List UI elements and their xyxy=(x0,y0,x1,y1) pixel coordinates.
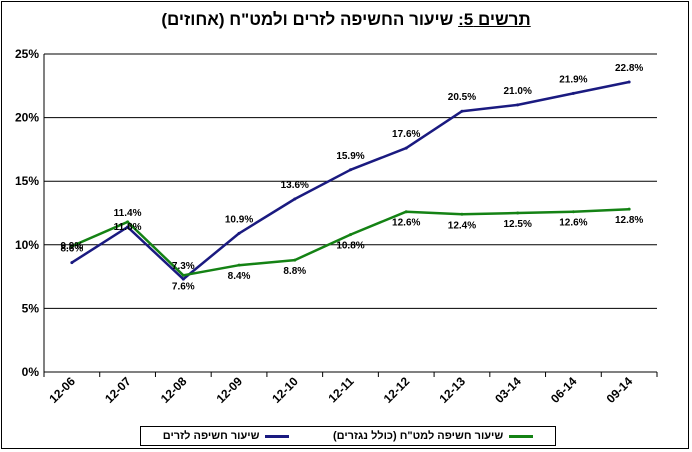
data-point-foreign xyxy=(516,103,520,107)
data-label-foreign: 21.9% xyxy=(559,74,587,85)
x-tick-label: 09-14 xyxy=(604,374,636,406)
y-tick-label: 20% xyxy=(15,111,39,125)
data-label-foreign: 7.3% xyxy=(172,261,195,272)
data-label-foreign: 20.5% xyxy=(448,92,476,103)
x-tick-label: 12-09 xyxy=(214,374,246,406)
chart-title-prefix: תרשים 5: xyxy=(458,10,531,29)
data-point-fx xyxy=(126,220,130,224)
data-label-fx: 12.6% xyxy=(559,218,587,229)
y-tick-label: 15% xyxy=(15,174,39,188)
data-point-fx xyxy=(70,244,74,248)
data-label-fx: 12.4% xyxy=(448,220,476,231)
x-tick-label: 12-06 xyxy=(46,374,78,406)
data-label-fx: 7.6% xyxy=(172,281,195,292)
data-label-foreign: 11.4% xyxy=(114,208,142,219)
x-tick-label: 12-08 xyxy=(158,374,190,406)
data-label-fx: 8.4% xyxy=(228,271,251,282)
data-point-fx xyxy=(349,233,352,237)
data-label-fx: 12.6% xyxy=(392,218,420,229)
data-point-foreign xyxy=(349,168,352,172)
data-point-foreign xyxy=(237,231,241,235)
data-label-fx: 12.5% xyxy=(504,219,532,230)
x-tick-label: 12-13 xyxy=(436,374,468,406)
data-point-foreign xyxy=(571,91,575,95)
x-tick-label: 12-11 xyxy=(325,374,356,405)
data-label-fx: 9.9% xyxy=(60,241,83,252)
data-label-foreign: 15.9% xyxy=(336,151,364,162)
legend-label-fx: שיעור חשיפה למט"ח (כולל נגזרים) xyxy=(332,430,504,442)
chart-title-text: שיעור החשיפה לזרים ולמט"ח (אחוזים) xyxy=(161,10,454,29)
data-label-fx: 8.8% xyxy=(283,266,306,277)
legend-label-foreign: שיעור חשיפה לזרים xyxy=(162,430,260,442)
y-tick-label: 25% xyxy=(15,47,39,61)
data-point-fx xyxy=(571,210,575,214)
x-tick-label: 03-14 xyxy=(492,374,524,406)
data-point-foreign xyxy=(460,109,464,113)
y-tick-label: 5% xyxy=(22,301,40,315)
data-label-fx: 12.8% xyxy=(615,215,643,226)
legend-item-foreign: שיעור חשיפה לזרים xyxy=(163,430,290,442)
data-label-fx: 10.8% xyxy=(336,241,364,252)
data-point-fx xyxy=(516,211,520,215)
data-label-foreign: 22.8% xyxy=(615,63,643,74)
data-point-foreign xyxy=(126,225,130,229)
data-label-foreign: 21.0% xyxy=(504,86,532,97)
data-point-foreign xyxy=(404,146,408,150)
x-tick-label: 06-14 xyxy=(548,374,580,406)
data-label-foreign: 8.6% xyxy=(60,244,83,255)
y-tick-label: 10% xyxy=(15,238,39,252)
data-point-fx xyxy=(237,263,241,267)
legend-item-fx: שיעור חשיפה למט"ח (כולל נגזרים) xyxy=(332,430,534,442)
chart-title: תרשים 5: שיעור החשיפה לזרים ולמט"ח (אחוז… xyxy=(0,10,692,30)
data-label-fx: 11.8% xyxy=(114,222,142,233)
data-point-foreign xyxy=(627,80,631,84)
data-point-foreign xyxy=(181,277,185,281)
data-point-fx xyxy=(460,212,464,216)
data-point-foreign xyxy=(70,261,74,265)
data-label-foreign: 17.6% xyxy=(392,129,420,140)
x-tick-label: 12-12 xyxy=(381,374,413,406)
data-point-fx xyxy=(404,210,408,214)
data-point-foreign xyxy=(293,197,297,201)
chart-legend: שיעור חשיפה לזרים שיעור חשיפה למט"ח (כול… xyxy=(140,426,556,446)
data-point-fx xyxy=(627,207,631,211)
x-tick-label: 12-07 xyxy=(102,374,134,406)
legend-swatch-fx xyxy=(509,434,534,438)
data-point-fx xyxy=(293,258,297,262)
data-label-foreign: 10.9% xyxy=(225,214,253,225)
x-tick-label: 12-10 xyxy=(269,374,301,406)
data-label-foreign: 13.6% xyxy=(281,180,309,191)
data-point-fx xyxy=(181,273,185,277)
y-tick-label: 0% xyxy=(22,365,40,379)
legend-swatch-foreign xyxy=(265,434,290,438)
